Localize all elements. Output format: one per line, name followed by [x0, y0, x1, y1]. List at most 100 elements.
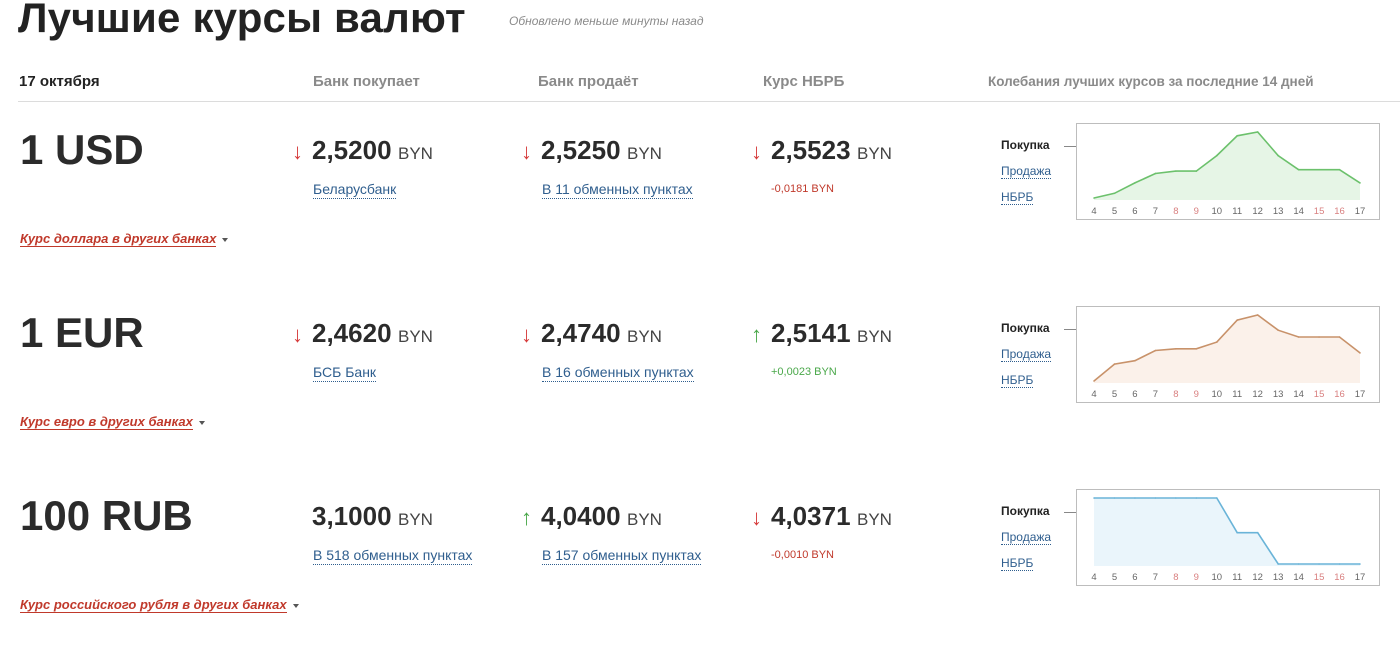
header-nbrb: Курс НБРБ	[763, 73, 845, 90]
chart-tab-sell[interactable]: Продажа	[1001, 347, 1052, 362]
other-banks-link[interactable]: Курс евро в других банках	[20, 414, 205, 430]
currency-title: 1 EUR	[20, 309, 144, 356]
other-banks-link[interactable]: Курс доллара в других банках	[20, 231, 229, 247]
chart-point[interactable]	[1175, 348, 1177, 350]
chart-point[interactable]	[1175, 497, 1177, 499]
chart-x-tick-label: 4	[1091, 389, 1096, 400]
chart-point[interactable]	[1134, 359, 1136, 362]
chart-x-tick-label: 9	[1194, 206, 1199, 217]
currency-row-eur: 1 EUR ↓ 2,4620 BYN БСБ Банк ↓ 2,4740 BYN В…	[0, 287, 1400, 462]
chart-point[interactable]	[1318, 168, 1320, 171]
nbrb-unit: BYN	[856, 510, 892, 529]
chart-point[interactable]	[1338, 168, 1341, 171]
chart-x-tick-label: 13	[1273, 572, 1284, 583]
chart-series-line	[1094, 497, 1360, 565]
chart-tab-nbrb[interactable]: НБРБ	[1001, 556, 1034, 571]
chart-tab-buy[interactable]: Покупка	[1001, 321, 1050, 335]
chart-tab-buy[interactable]: Покупка	[1001, 138, 1050, 152]
caret-down-icon[interactable]	[292, 603, 299, 608]
arrow-down-icon: ↓	[292, 139, 303, 164]
buy-unit: BYN	[397, 327, 433, 346]
chart-point[interactable]	[1113, 363, 1116, 365]
chart-x-tick-label: 17	[1355, 389, 1366, 400]
chart-tab-sell[interactable]: Продажа	[1001, 164, 1052, 179]
chart-point[interactable]	[1215, 154, 1218, 157]
nbrb-unit: BYN	[856, 144, 892, 163]
chart-x-tick-label: 10	[1211, 206, 1222, 217]
chart-x-tick-label: 9	[1194, 389, 1199, 400]
sell-source-link[interactable]: В 157 обменных пунктах	[542, 547, 702, 565]
arrow-down-icon: ↓	[521, 322, 532, 347]
chart-point[interactable]	[1256, 531, 1259, 534]
chart-point[interactable]	[1113, 497, 1116, 499]
chart-point[interactable]	[1215, 341, 1218, 343]
chart-x-tick-label: 13	[1273, 206, 1284, 217]
chart-x-tick-label: 15	[1314, 389, 1325, 400]
chart-x-tick-label: 12	[1252, 572, 1263, 583]
buy-source-link[interactable]: В 518 обменных пунктах	[313, 547, 473, 565]
chart-point[interactable]	[1338, 563, 1341, 565]
chart-point[interactable]	[1277, 563, 1279, 565]
chart-point[interactable]	[1113, 192, 1116, 195]
chart-pointer	[1064, 512, 1076, 513]
chart-point[interactable]	[1093, 197, 1095, 199]
buy-unit: BYN	[397, 144, 433, 163]
chart-point[interactable]	[1134, 497, 1136, 499]
buy-value: 2,5200	[312, 135, 392, 165]
chart-point[interactable]	[1195, 348, 1198, 350]
chart-point[interactable]	[1277, 154, 1279, 157]
chart-point[interactable]	[1093, 380, 1095, 382]
chart-point[interactable]	[1277, 329, 1279, 332]
chart-point[interactable]	[1256, 131, 1259, 133]
buy-rate: ↓ 2,5200 BYN	[292, 135, 433, 166]
chart-point[interactable]	[1256, 314, 1259, 316]
chart-point[interactable]	[1134, 182, 1136, 184]
chart-point[interactable]	[1154, 497, 1157, 499]
other-banks-label[interactable]: Курс доллара в других банках	[20, 231, 217, 247]
chart-point[interactable]	[1236, 319, 1239, 321]
caret-down-icon[interactable]	[222, 237, 229, 242]
chart-point[interactable]	[1318, 336, 1320, 338]
chart-point[interactable]	[1359, 182, 1361, 184]
chart-point[interactable]	[1154, 349, 1157, 352]
buy-value: 2,4620	[312, 318, 392, 348]
buy-source-link[interactable]: БСБ Банк	[313, 364, 377, 382]
chart-x-tick-label: 5	[1112, 572, 1117, 583]
other-banks-link[interactable]: Курс российского рубля в других банках	[20, 597, 299, 613]
chart-tab-sell[interactable]: Продажа	[1001, 530, 1052, 545]
chart-point[interactable]	[1175, 170, 1177, 172]
chart-point[interactable]	[1195, 497, 1198, 499]
chart-point[interactable]	[1318, 563, 1320, 565]
chart-point[interactable]	[1359, 563, 1361, 565]
chart-tab-nbrb[interactable]: НБРБ	[1001, 190, 1034, 205]
sell-source-link[interactable]: В 11 обменных пунктах	[542, 181, 693, 199]
buy-source-link[interactable]: Беларусбанк	[313, 181, 397, 199]
chart-x-tick-label: 10	[1211, 389, 1222, 400]
arrow-down-icon: ↓	[751, 505, 762, 530]
chart-point[interactable]	[1236, 531, 1239, 534]
chart-point[interactable]	[1359, 352, 1361, 354]
chart-svg: 4 5 6 7 8 9 10 11 12 13 14 15 16 17	[1091, 131, 1365, 217]
currency-title: 1 USD	[20, 126, 144, 173]
chart-x-tick-label: 16	[1334, 572, 1345, 583]
sell-source-link[interactable]: В 16 обменных пунктах	[542, 364, 694, 382]
chart-point[interactable]	[1297, 168, 1300, 171]
chart-point[interactable]	[1215, 497, 1218, 499]
chart-point[interactable]	[1236, 134, 1239, 137]
chart-series-line	[1093, 131, 1361, 199]
chart-point[interactable]	[1154, 172, 1157, 175]
chart-point[interactable]	[1338, 336, 1341, 338]
chart-point[interactable]	[1195, 170, 1198, 172]
chart-svg: 4 5 6 7 8 9 10 11 12 13 14 15 16 17	[1091, 314, 1366, 400]
chart-point[interactable]	[1297, 563, 1300, 565]
sell-value: 2,4740	[541, 318, 621, 348]
other-banks-label[interactable]: Курс евро в других банках	[20, 414, 193, 430]
chart-point[interactable]	[1093, 497, 1095, 499]
sell-value: 4,0400	[541, 501, 621, 531]
chart-x-tick-label: 8	[1173, 206, 1178, 217]
chart-point[interactable]	[1297, 336, 1300, 338]
caret-down-icon[interactable]	[198, 420, 205, 425]
other-banks-label[interactable]: Курс российского рубля в других банках	[20, 597, 287, 613]
chart-tab-nbrb[interactable]: НБРБ	[1001, 373, 1034, 388]
chart-tab-buy[interactable]: Покупка	[1001, 504, 1050, 518]
